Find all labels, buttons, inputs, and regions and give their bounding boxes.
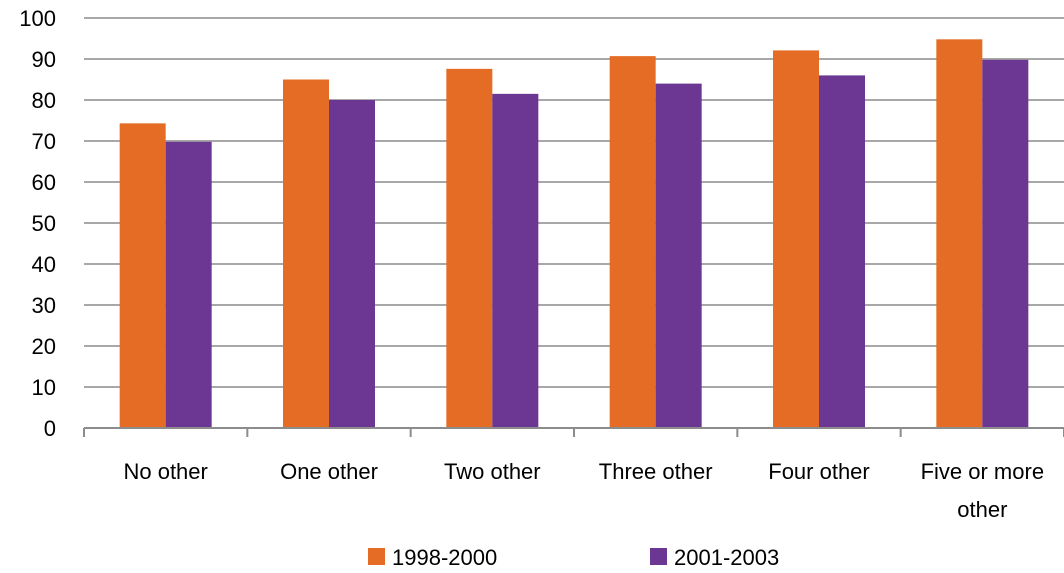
bar-series2-5 bbox=[982, 59, 1029, 428]
x-tick-labels: No other One other Two other Three other Fou… bbox=[123, 459, 1044, 522]
y-tick-label: 60 bbox=[32, 170, 56, 195]
legend-label: 1998-2000 bbox=[392, 545, 497, 570]
bar-series2-3 bbox=[655, 83, 702, 428]
bar-series2-2 bbox=[492, 93, 539, 428]
legend-swatch bbox=[650, 548, 667, 565]
bar-series1-4 bbox=[773, 50, 819, 428]
x-tick-label: other bbox=[957, 497, 1007, 522]
bar-series2-1 bbox=[329, 100, 375, 428]
x-tick-label: Five or more bbox=[921, 459, 1044, 484]
bar-series2-0 bbox=[165, 141, 212, 428]
bar-series1-2 bbox=[446, 68, 493, 428]
y-tick-labels: 0 10 20 30 40 50 60 70 80 90 100 bbox=[19, 6, 56, 441]
bar-series2-4 bbox=[819, 75, 865, 429]
x-tick-label: No other bbox=[123, 459, 207, 484]
x-tick-label: Three other bbox=[599, 459, 713, 484]
bar-series1-1 bbox=[283, 79, 329, 428]
x-tick-label: Four other bbox=[768, 459, 870, 484]
bar-series1-3 bbox=[609, 56, 656, 428]
x-tick-label: Two other bbox=[444, 459, 541, 484]
bar-series1-0 bbox=[119, 123, 166, 429]
axes bbox=[83, 427, 1064, 437]
x-tick-label: One other bbox=[280, 459, 378, 484]
legend-swatch bbox=[368, 548, 385, 565]
y-tick-label: 40 bbox=[32, 252, 56, 277]
y-tick-label: 70 bbox=[32, 129, 56, 154]
bars bbox=[119, 39, 1029, 429]
bar-series1-5 bbox=[936, 39, 983, 428]
y-tick-label: 0 bbox=[44, 416, 56, 441]
legend: 1998-2000 2001-2003 bbox=[368, 545, 779, 570]
y-tick-label: 80 bbox=[32, 88, 56, 113]
gridlines bbox=[84, 17, 1064, 388]
y-tick-label: 10 bbox=[32, 375, 56, 400]
y-tick-label: 100 bbox=[19, 6, 56, 31]
legend-label: 2001-2003 bbox=[674, 545, 779, 570]
y-tick-label: 50 bbox=[32, 211, 56, 236]
y-tick-label: 30 bbox=[32, 293, 56, 318]
y-tick-label: 90 bbox=[32, 47, 56, 72]
y-tick-label: 20 bbox=[32, 334, 56, 359]
